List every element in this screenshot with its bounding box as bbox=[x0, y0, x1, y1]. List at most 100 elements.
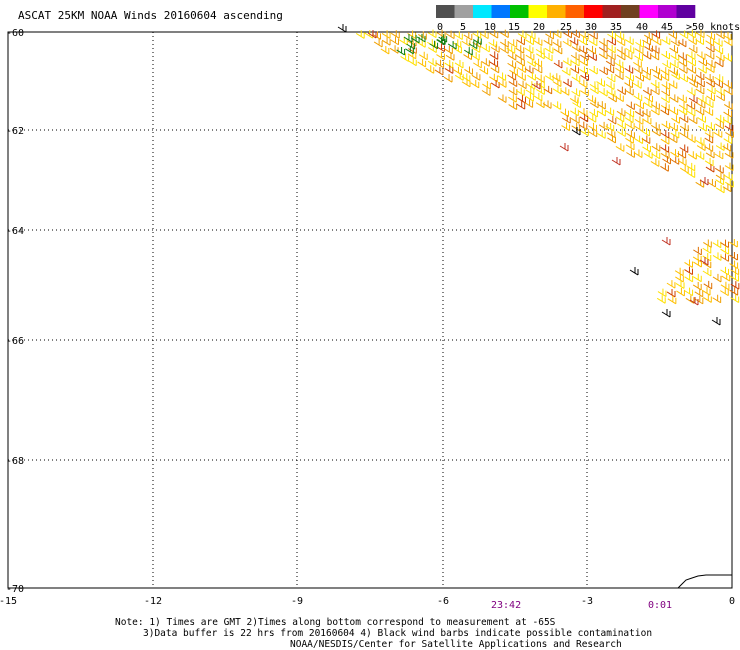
wind-barb bbox=[479, 30, 489, 40]
wind-barb bbox=[588, 122, 597, 132]
wind-barb bbox=[381, 30, 391, 39]
wind-barb bbox=[508, 39, 518, 48]
wind-barb bbox=[580, 72, 590, 81]
wind-barb bbox=[641, 127, 651, 137]
wind-barb bbox=[553, 45, 563, 55]
wind-barb bbox=[692, 281, 702, 291]
wind-barb bbox=[725, 179, 734, 188]
wind-barb bbox=[508, 101, 518, 110]
wind-barb bbox=[597, 101, 606, 110]
wind-barb bbox=[661, 36, 671, 45]
wind-barb bbox=[533, 92, 543, 102]
wind-barb bbox=[416, 39, 426, 48]
wind-barb bbox=[651, 150, 661, 160]
wind-barb bbox=[660, 94, 670, 104]
wind-barb bbox=[698, 123, 707, 132]
wind-barb bbox=[695, 36, 705, 45]
wind-barb bbox=[616, 108, 626, 117]
wind-barb bbox=[410, 34, 420, 44]
wind-barb bbox=[607, 115, 617, 125]
wind-barb bbox=[507, 60, 517, 69]
legend-swatch bbox=[528, 5, 548, 18]
wind-barb bbox=[730, 294, 740, 303]
wind-barb bbox=[560, 87, 570, 96]
wind-barb bbox=[624, 79, 633, 89]
wind-barb bbox=[641, 135, 651, 144]
wind-barb bbox=[677, 157, 687, 166]
wind-barb bbox=[625, 121, 635, 130]
wind-barb bbox=[481, 43, 490, 53]
wind-barb bbox=[589, 81, 599, 90]
note-line-1: Note: 1) Times are GMT 2)Times along bot… bbox=[115, 617, 556, 628]
wind-barb bbox=[417, 58, 427, 68]
wind-barb bbox=[445, 30, 455, 40]
wind-barb bbox=[337, 24, 347, 33]
wind-barb bbox=[669, 59, 679, 69]
wind-barb bbox=[533, 58, 543, 68]
wind-barb bbox=[506, 45, 516, 54]
wind-barb bbox=[661, 88, 670, 97]
wind-barb bbox=[598, 88, 608, 97]
legend-swatch bbox=[639, 5, 659, 18]
wind-barb bbox=[641, 72, 651, 81]
wind-barb bbox=[605, 58, 615, 67]
wind-barb bbox=[723, 80, 732, 89]
wind-barb bbox=[695, 71, 705, 81]
wind-barb bbox=[715, 176, 725, 186]
wind-barb bbox=[714, 45, 724, 55]
x-tick-label: -6 bbox=[437, 596, 449, 607]
wind-barb bbox=[531, 81, 541, 90]
wind-barb bbox=[667, 295, 677, 305]
wind-barb bbox=[588, 37, 598, 47]
wind-barb bbox=[490, 44, 500, 53]
wind-barb bbox=[660, 106, 670, 116]
wind-barb bbox=[634, 52, 644, 62]
wind-barb bbox=[553, 60, 563, 69]
wind-barb bbox=[606, 129, 616, 138]
wind-barb bbox=[715, 184, 725, 194]
wind-barb bbox=[706, 92, 715, 102]
wind-barb bbox=[641, 108, 651, 118]
wind-barb bbox=[418, 51, 428, 61]
wind-barb bbox=[587, 114, 597, 123]
wind-barb bbox=[561, 67, 571, 76]
wind-barb bbox=[679, 123, 689, 132]
wind-barb bbox=[578, 79, 588, 89]
legend-swatch bbox=[565, 5, 585, 18]
wind-barb bbox=[670, 52, 680, 61]
wind-barb bbox=[587, 95, 597, 104]
wind-barb bbox=[598, 50, 608, 60]
wind-barb bbox=[720, 281, 730, 291]
wind-barb bbox=[499, 39, 509, 48]
wind-barb bbox=[706, 79, 715, 88]
wind-barb bbox=[704, 157, 714, 167]
wind-barb bbox=[678, 102, 688, 111]
y-tick-label: -68 bbox=[6, 456, 24, 467]
wind-barb bbox=[696, 100, 706, 109]
wind-barb bbox=[715, 87, 725, 96]
wind-barb bbox=[695, 106, 705, 116]
wind-barb bbox=[642, 67, 651, 76]
wind-barb bbox=[596, 78, 606, 87]
wind-barb bbox=[607, 134, 616, 144]
wind-barb bbox=[454, 59, 464, 69]
wind-barb bbox=[661, 309, 671, 318]
wind-barb bbox=[711, 317, 721, 326]
wind-barb bbox=[471, 72, 481, 81]
wind-barb bbox=[670, 130, 680, 139]
wind-barb bbox=[570, 52, 580, 61]
wind-barb bbox=[444, 65, 454, 74]
wind-barb bbox=[543, 85, 553, 95]
wind-barb bbox=[526, 31, 536, 40]
wind-barb bbox=[695, 29, 705, 39]
wind-barb bbox=[689, 297, 699, 306]
legend-label: 20 bbox=[533, 22, 545, 33]
wind-barb bbox=[688, 151, 697, 160]
wind-barb bbox=[715, 114, 725, 124]
legend-swatch bbox=[547, 5, 566, 18]
wind-barb bbox=[687, 65, 697, 74]
wind-barb bbox=[679, 129, 689, 139]
wind-barb bbox=[490, 64, 500, 74]
wind-barb bbox=[572, 99, 581, 109]
wind-barb bbox=[684, 259, 694, 268]
